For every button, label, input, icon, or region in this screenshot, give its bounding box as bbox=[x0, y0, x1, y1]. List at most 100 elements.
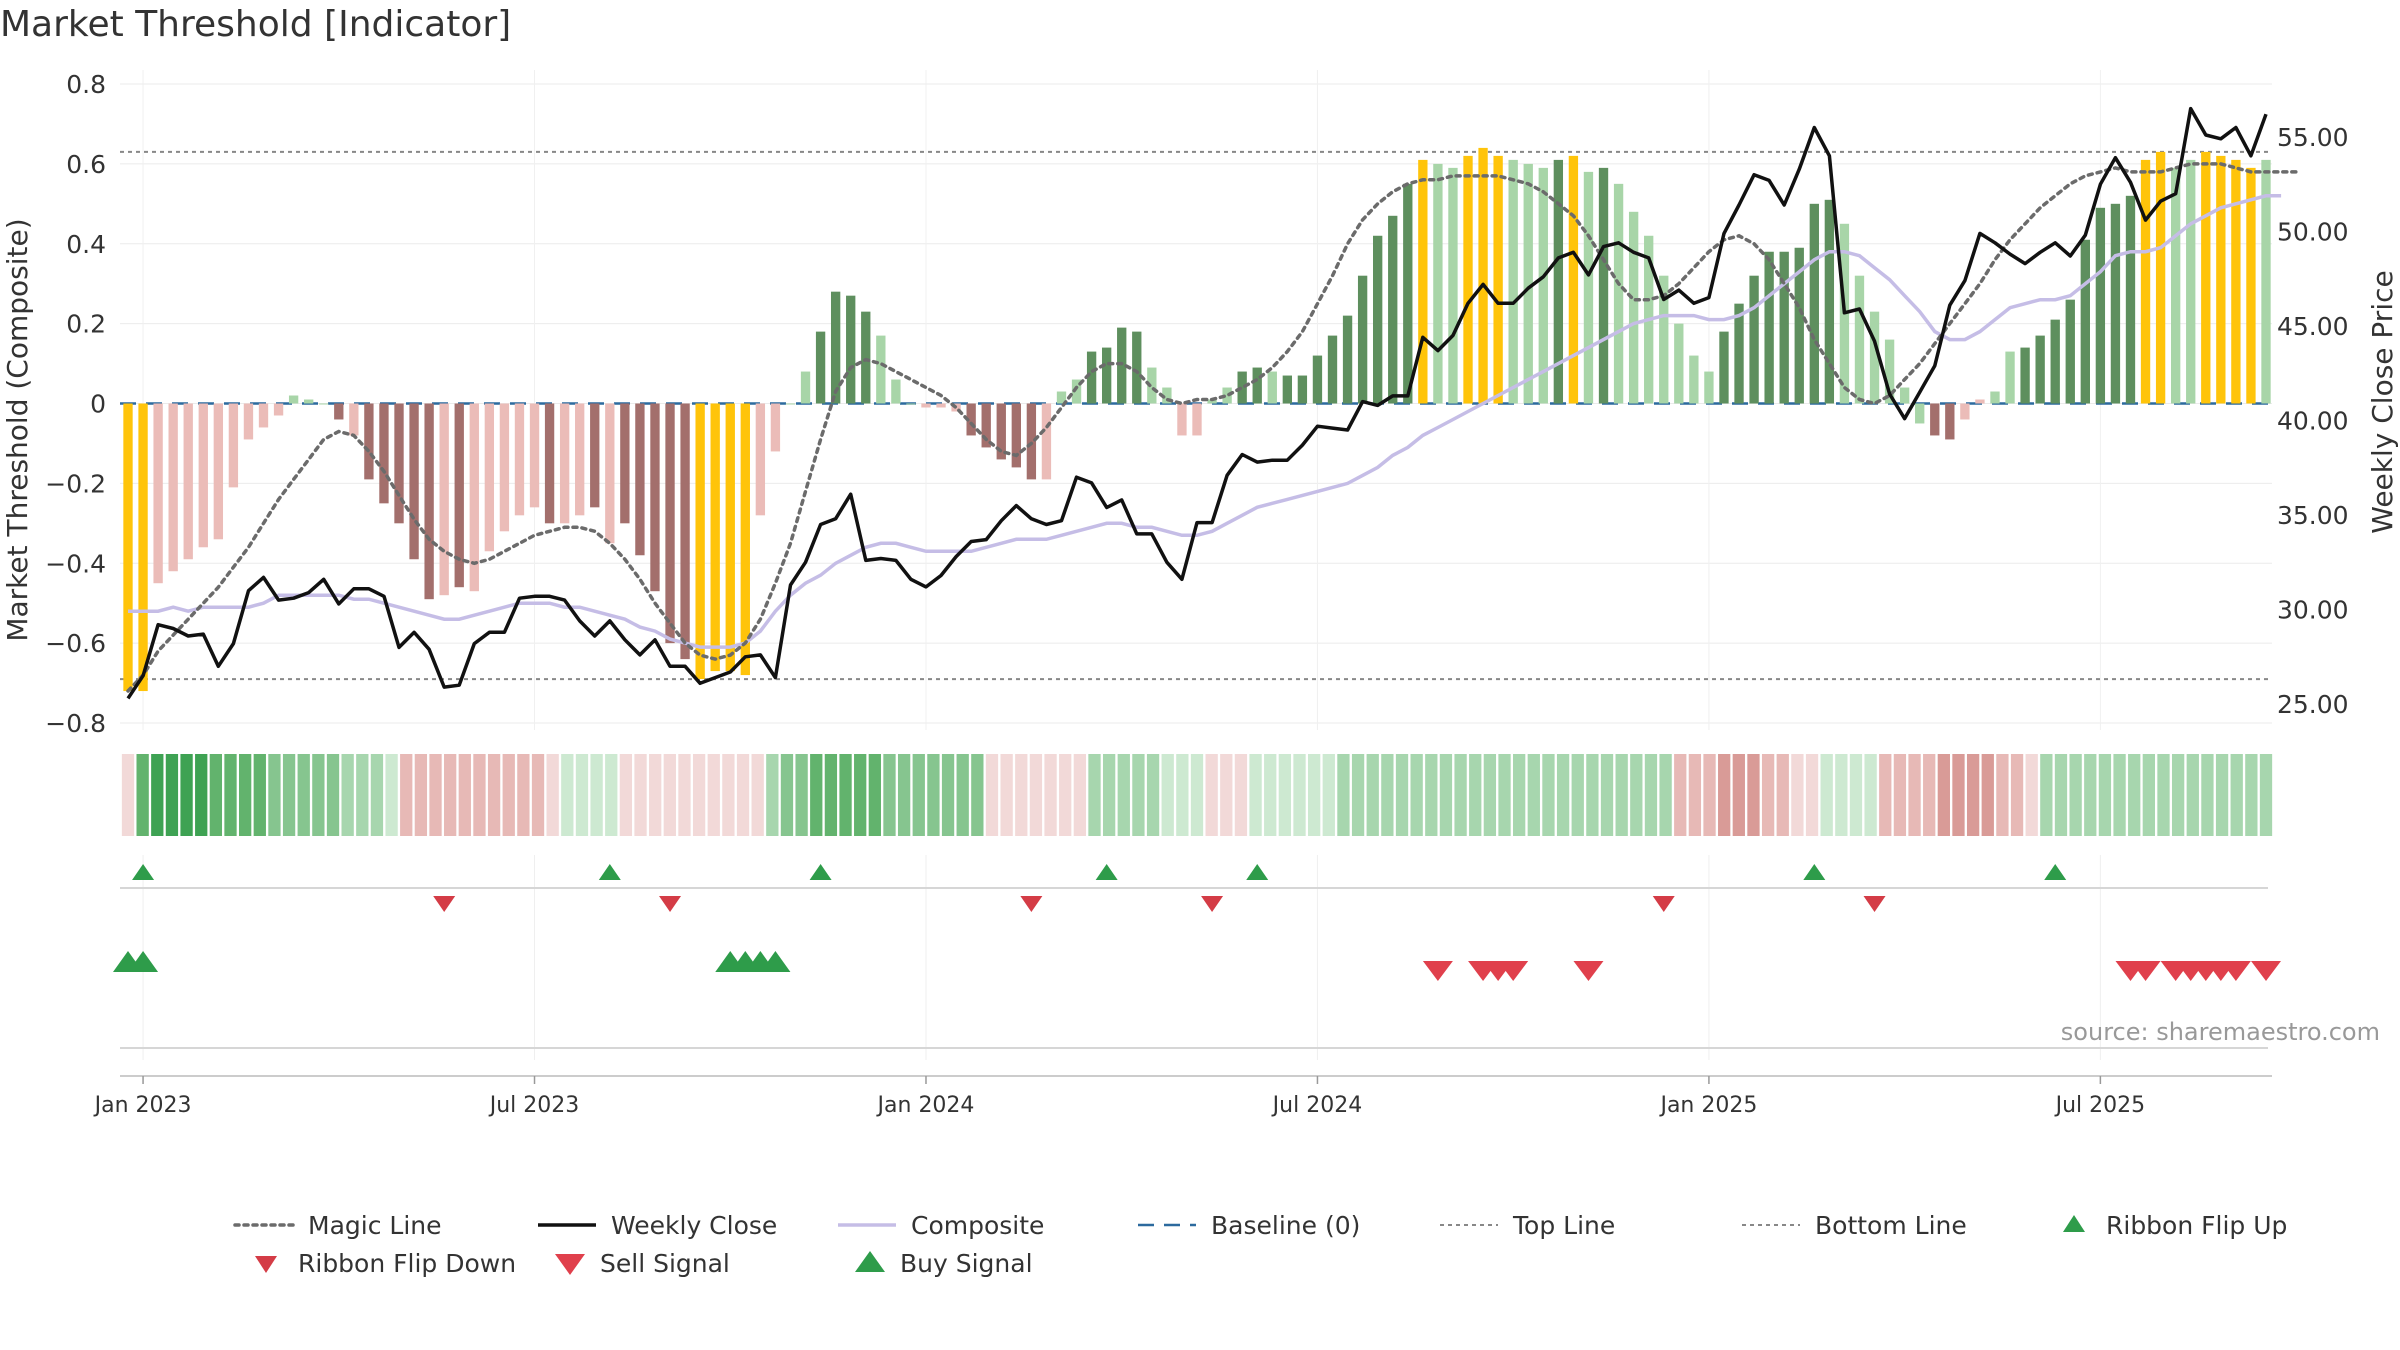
ribbon-cell bbox=[1615, 754, 1628, 836]
ribbon-cell bbox=[2128, 754, 2141, 836]
composite-bar bbox=[228, 403, 239, 488]
ribbon-cell bbox=[1835, 754, 1848, 836]
x-tick-label: Jan 2024 bbox=[876, 1093, 975, 1118]
ribbon-cell bbox=[1059, 754, 1072, 836]
ribbon-cell bbox=[927, 754, 940, 836]
composite-bar bbox=[770, 403, 781, 452]
ribbon-cell bbox=[136, 754, 149, 836]
ribbon-cell bbox=[883, 754, 896, 836]
ribbon-cell bbox=[1703, 754, 1716, 836]
composite-bar bbox=[2035, 335, 2045, 404]
ribbon-cell bbox=[663, 754, 676, 836]
chart-title: Market Threshold [Indicator] bbox=[0, 4, 512, 45]
composite-bar bbox=[1071, 379, 1082, 404]
ribbon-cell bbox=[2259, 754, 2273, 836]
legend-item: Bottom Line bbox=[1742, 1211, 1967, 1240]
y-right-tick-label: 45.00 bbox=[2277, 312, 2349, 341]
composite-bar bbox=[1026, 403, 1037, 480]
composite-bar bbox=[1779, 251, 1789, 404]
ribbon-cell bbox=[2245, 754, 2258, 836]
composite-bar bbox=[620, 403, 630, 524]
legend-label: Bottom Line bbox=[1815, 1211, 1967, 1240]
composite-bar bbox=[1538, 167, 1548, 404]
series-lines bbox=[126, 106, 2298, 700]
composite-bar bbox=[1930, 403, 1940, 436]
ribbon-flip-down-marker bbox=[1020, 896, 1043, 912]
ribbon-cell bbox=[180, 754, 193, 836]
sell-signal-marker bbox=[1573, 961, 1604, 981]
ribbon-cell bbox=[575, 754, 589, 836]
composite-bar bbox=[243, 403, 254, 440]
composite-bar bbox=[830, 291, 841, 404]
ribbon-cell bbox=[692, 754, 706, 836]
ribbon-cell bbox=[165, 754, 179, 836]
composite-bar bbox=[1899, 387, 1910, 404]
legend-item: Top Line bbox=[1440, 1211, 1615, 1240]
legend-swatch bbox=[2063, 1215, 2085, 1232]
ribbon-cell bbox=[502, 754, 515, 836]
ribbon-cell bbox=[268, 754, 281, 836]
ribbon-cell bbox=[2215, 754, 2229, 836]
ribbon-cell bbox=[1996, 754, 2009, 836]
legend-item: Baseline (0) bbox=[1138, 1211, 1360, 1240]
legend-label: Baseline (0) bbox=[1211, 1211, 1360, 1240]
ribbon-cell bbox=[1630, 754, 1643, 836]
ribbon-cell bbox=[517, 754, 530, 836]
composite-bar bbox=[394, 403, 404, 524]
composite-bar bbox=[454, 403, 464, 588]
ribbon-cell bbox=[2230, 754, 2243, 836]
ribbon-cell bbox=[341, 754, 354, 836]
composite-bar bbox=[379, 403, 389, 504]
y-left-tick-label: 0.6 bbox=[66, 150, 106, 179]
composite-bar bbox=[1553, 159, 1564, 404]
ribbon-cell bbox=[2113, 754, 2126, 836]
composite-bars bbox=[123, 147, 2271, 692]
ribbon-cell bbox=[619, 754, 633, 836]
composite-bar bbox=[1659, 275, 1669, 404]
ribbon-cell bbox=[1952, 754, 1965, 836]
ribbon-cell bbox=[824, 754, 838, 836]
ribbon-flip-up-marker bbox=[809, 864, 832, 880]
legend-item: Ribbon Flip Down bbox=[255, 1249, 516, 1278]
x-tick-label: Jul 2023 bbox=[488, 1093, 580, 1118]
ribbon-cell bbox=[2084, 754, 2097, 836]
composite-bar bbox=[1056, 391, 1067, 404]
trend-ribbon bbox=[121, 754, 2273, 836]
composite-bar bbox=[1463, 155, 1473, 404]
composite-bar bbox=[334, 403, 344, 420]
composite-bar bbox=[1854, 275, 1865, 404]
weekly-close-line bbox=[126, 106, 2268, 700]
legend-label: Magic Line bbox=[308, 1211, 442, 1240]
composite-bar bbox=[846, 295, 856, 404]
composite-bar bbox=[424, 403, 434, 600]
ribbon-cell bbox=[1205, 754, 1218, 836]
ribbon-cell bbox=[1146, 754, 1160, 836]
ribbon-cell bbox=[2010, 754, 2024, 836]
ribbon-cell bbox=[1776, 754, 1789, 836]
ribbon-cell bbox=[1600, 754, 1614, 836]
grid-layer bbox=[120, 70, 2272, 1060]
ribbon-cell bbox=[151, 754, 164, 836]
ribbon-cell bbox=[1527, 754, 1540, 836]
composite-bar bbox=[1418, 159, 1428, 404]
composite-bar bbox=[605, 403, 615, 544]
ribbon-cell bbox=[605, 754, 618, 836]
y-left-tick-label: −0.8 bbox=[45, 709, 106, 738]
composite-bar bbox=[213, 403, 224, 540]
composite-bar bbox=[2170, 167, 2181, 404]
ribbon-cell bbox=[2171, 754, 2185, 836]
composite-bar bbox=[1282, 375, 1293, 404]
composite-bar bbox=[1809, 203, 1819, 404]
ribbon-cell bbox=[1381, 754, 1394, 836]
composite-bar bbox=[1086, 351, 1097, 404]
ribbon-cell bbox=[780, 754, 794, 836]
composite-bar bbox=[1523, 163, 1533, 404]
composite-bar bbox=[1734, 303, 1744, 404]
composite-bar bbox=[1312, 355, 1323, 404]
composite-bar bbox=[319, 403, 329, 405]
x-tick-label: Jan 2023 bbox=[93, 1093, 192, 1118]
composite-bar bbox=[559, 403, 570, 524]
composite-bar bbox=[1177, 403, 1187, 436]
ribbon-cell bbox=[1879, 754, 1892, 836]
